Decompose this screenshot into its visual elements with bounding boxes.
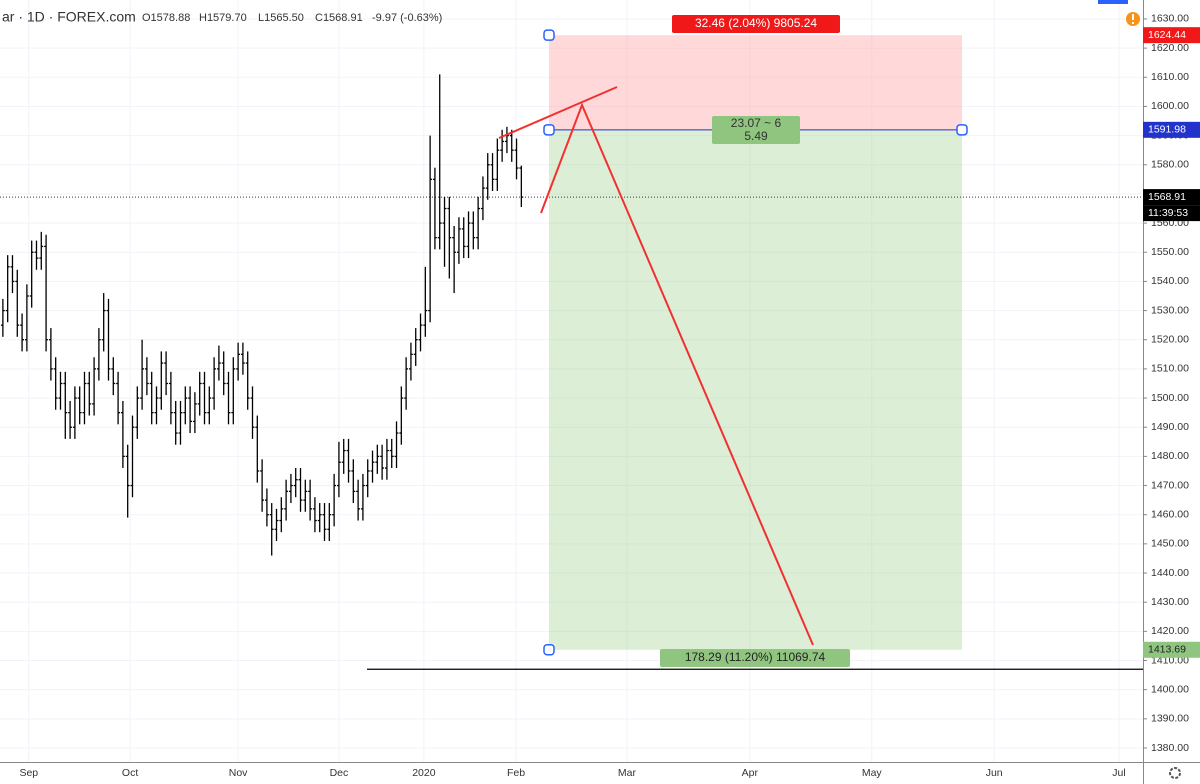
warning-mark xyxy=(1132,14,1134,20)
y-tick-label: 1400.00 xyxy=(1151,683,1189,695)
y-tick-label: 1480.00 xyxy=(1151,450,1189,462)
y-tick-label: 1540.00 xyxy=(1151,275,1189,287)
y-tick-label: 1600.00 xyxy=(1151,100,1189,112)
top-strip xyxy=(1098,0,1128,4)
x-tick-label: 2020 xyxy=(412,767,436,779)
target-label: 178.29 (11.20%) 11069.74 xyxy=(685,650,826,664)
y-tick-label: 1450.00 xyxy=(1151,538,1189,550)
ratio-label-2: 5.49 xyxy=(744,129,768,143)
y-tick-label: 1530.00 xyxy=(1151,304,1189,316)
entry-price: 1591.98 xyxy=(1148,124,1186,136)
x-tick-label: Oct xyxy=(122,767,138,779)
y-tick-label: 1630.00 xyxy=(1151,13,1189,25)
handle[interactable] xyxy=(543,644,555,656)
ratio-label: 23.07 ~ 6 xyxy=(731,116,782,130)
symbol: ar · 1D · FOREX.com xyxy=(2,9,136,25)
y-tick-label: 1500.00 xyxy=(1151,392,1189,404)
ohlc-change: -9.97 (-0.63%) xyxy=(372,12,442,24)
entry-price-tag xyxy=(1143,121,1200,138)
y-tick-label: 1440.00 xyxy=(1151,567,1189,579)
ohlc-low: L1565.50 xyxy=(258,12,304,24)
trend-line[interactable] xyxy=(498,86,618,139)
y-tick-label: 1510.00 xyxy=(1151,363,1189,375)
handle[interactable] xyxy=(543,29,555,41)
y-tick-label: 1430.00 xyxy=(1151,596,1189,608)
last-price: 1568.91 xyxy=(1148,191,1186,203)
x-tick-label: Feb xyxy=(507,767,525,779)
x-tick-label: Mar xyxy=(618,767,637,779)
y-tick-label: 1620.00 xyxy=(1151,42,1189,54)
ohlc-open: O1578.88 xyxy=(142,12,190,24)
handle[interactable] xyxy=(956,124,968,136)
projection-path[interactable] xyxy=(540,102,814,646)
target-price-tag xyxy=(1143,641,1200,658)
target-zone[interactable] xyxy=(549,129,962,650)
y-tick-label: 1380.00 xyxy=(1151,742,1189,754)
y-tick-label: 1390.00 xyxy=(1151,713,1189,725)
x-tick-label: Nov xyxy=(229,767,248,779)
ratio-box xyxy=(712,116,800,144)
ohlc-high: H1579.70 xyxy=(199,12,247,24)
x-tick-label: Jun xyxy=(986,767,1003,779)
y-tick-label: 1490.00 xyxy=(1151,421,1189,433)
y-tick-label: 1520.00 xyxy=(1151,334,1189,346)
stop-price-tag xyxy=(1143,27,1200,44)
stop-zone[interactable] xyxy=(549,35,962,130)
header: ar · 1D · FOREX.com O1578.88 H1579.70 L1… xyxy=(2,9,442,25)
settings-icon[interactable] xyxy=(1169,767,1181,779)
countdown-tag xyxy=(1143,205,1200,222)
y-tick-label: 1420.00 xyxy=(1151,625,1189,637)
y-tick-label: 1460.00 xyxy=(1151,508,1189,520)
x-tick-label: Sep xyxy=(19,767,38,779)
ohlc-close: C1568.91 xyxy=(315,12,363,24)
countdown: 11:39:53 xyxy=(1148,207,1188,219)
x-tick-label: Jul xyxy=(1112,767,1125,779)
warning-dot xyxy=(1132,22,1134,24)
last-price-tag xyxy=(1143,189,1200,206)
x-tick-label: May xyxy=(862,767,883,779)
handle[interactable] xyxy=(543,124,555,136)
x-tick-label: Apr xyxy=(742,767,759,779)
stop-label: 32.46 (2.04%) 9805.24 xyxy=(695,16,817,30)
y-tick-label: 1470.00 xyxy=(1151,479,1189,491)
y-tick-label: 1580.00 xyxy=(1151,159,1189,171)
stop-price: 1624.44 xyxy=(1148,29,1186,41)
x-tick-label: Dec xyxy=(330,767,349,779)
y-tick-label: 1550.00 xyxy=(1151,246,1189,258)
target-label-box xyxy=(660,649,850,667)
target-price: 1413.69 xyxy=(1148,644,1186,656)
stop-label-box xyxy=(672,15,840,33)
y-tick-label: 1610.00 xyxy=(1151,71,1189,83)
